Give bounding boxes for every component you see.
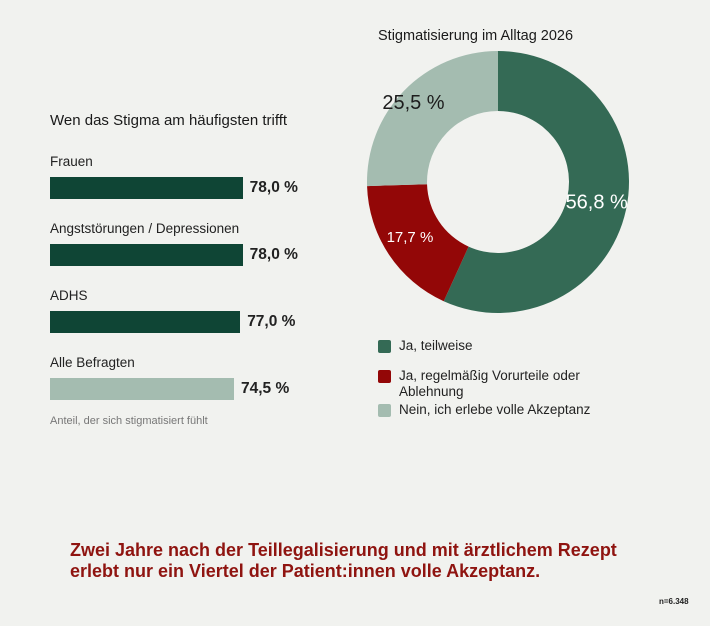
legend-item: Ja, regelmäßig Vorurteile oder Ablehnung	[378, 368, 618, 400]
bar-chart-title: Wen das Stigma am häufigsten trifft	[50, 112, 288, 129]
donut-slice	[367, 184, 469, 302]
bar	[50, 311, 241, 333]
bar-value-label: 74,5 %	[241, 380, 290, 397]
bar	[50, 244, 243, 266]
legend-label: Nein, ich erlebe volle Akzeptanz	[399, 402, 591, 417]
bar-group: Alle Befragten 74,5 %	[50, 355, 289, 400]
legend-label: Ja, teilweise	[399, 338, 473, 353]
legend-item: Nein, ich erlebe volle Akzeptanz	[378, 402, 618, 418]
bar	[50, 177, 243, 199]
bar-chart-note: Anteil, der sich stigmatisiert fühlt	[50, 415, 208, 427]
legend-swatch	[378, 370, 391, 383]
bar-value-label: 78,0 %	[249, 246, 298, 263]
bar-group: Frauen 78,0 %	[50, 154, 298, 199]
donut-legend: Ja, teilweise Ja, regelmäßig Vorurteile …	[378, 338, 618, 418]
legend-label: Ja, regelmäßig Vorurteile oder Ablehnung	[399, 368, 580, 399]
legend-item: Ja, teilweise	[378, 338, 618, 354]
donut-slice	[443, 51, 629, 314]
bar-label: Frauen	[50, 154, 93, 169]
legend-swatch	[378, 404, 391, 417]
bar-label: ADHS	[50, 288, 88, 303]
bar-label: Angststörungen / Depressionen	[50, 221, 240, 236]
donut-chart-title: Stigmatisierung im Alltag 2026	[378, 28, 574, 44]
donut-slice	[367, 51, 498, 187]
donut-slice-label: 56,8 %	[566, 192, 628, 214]
bar-value-label: 78,0 %	[249, 179, 298, 196]
bar-group: ADHS 77,0 %	[50, 288, 295, 333]
sample-size: n=6.348	[659, 597, 689, 606]
donut-slice-label: 17,7 %	[387, 229, 434, 246]
bar-group: Angststörungen / Depressionen 78,0 %	[50, 221, 298, 266]
bar	[50, 378, 234, 400]
bar-label: Alle Befragten	[50, 355, 135, 370]
headline: Zwei Jahre nach der Teillegalisierung un…	[70, 540, 617, 581]
bar-value-label: 77,0 %	[247, 313, 296, 330]
legend-swatch	[378, 340, 391, 353]
donut-chart: 56,8 % 17,7 % 25,5 %	[367, 51, 629, 314]
donut-slice-label: 25,5 %	[382, 92, 444, 114]
